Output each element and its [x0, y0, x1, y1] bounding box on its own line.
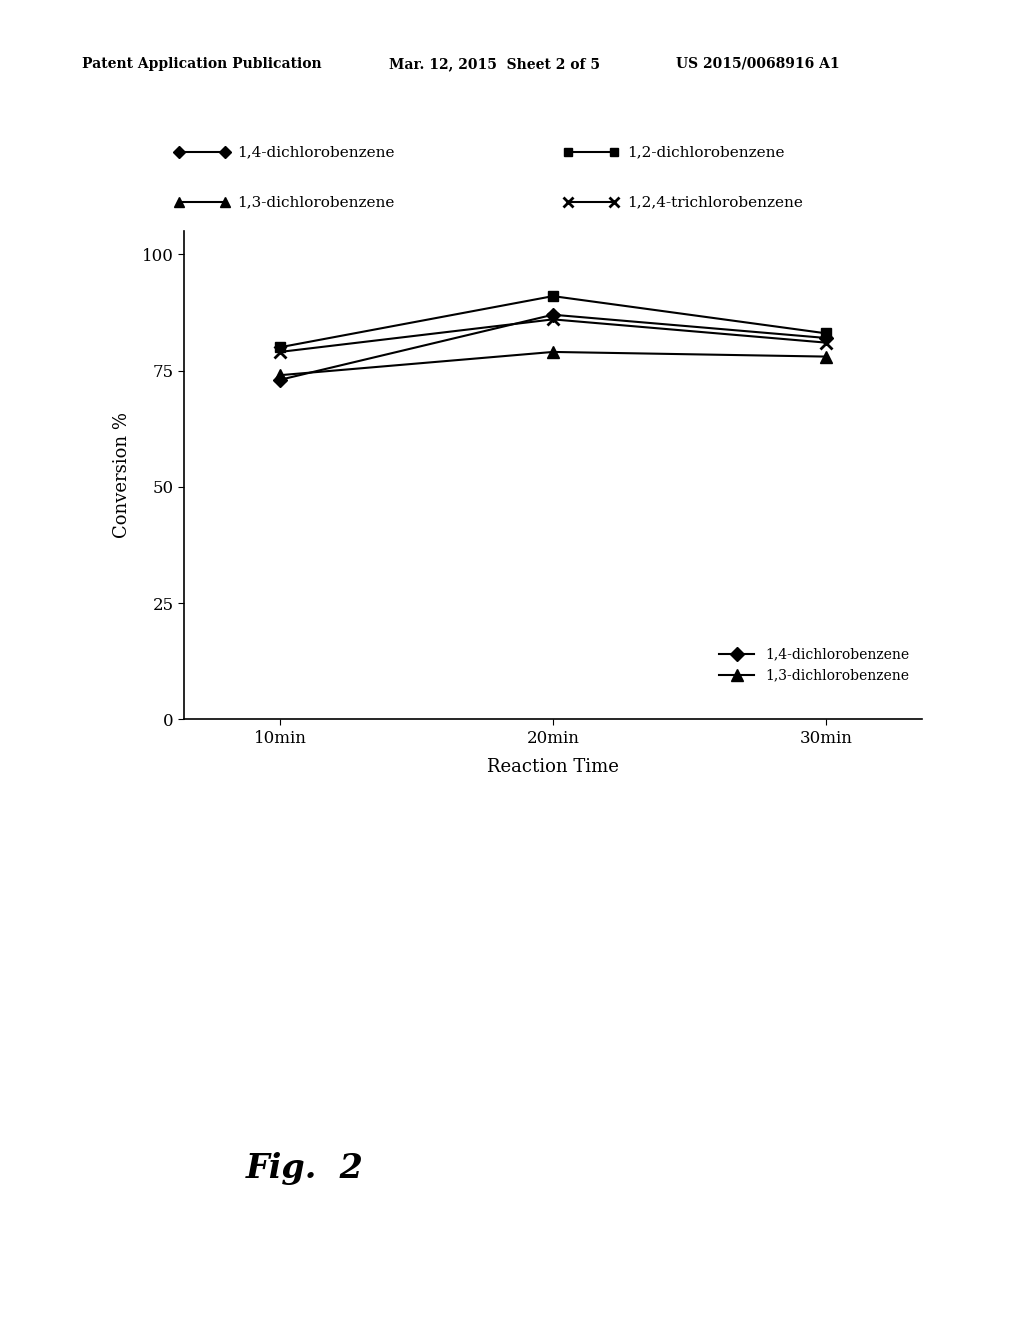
Legend: 1,4-dichlorobenzene, 1,3-dichlorobenzene: 1,4-dichlorobenzene, 1,3-dichlorobenzene: [714, 642, 914, 688]
Text: Patent Application Publication: Patent Application Publication: [82, 57, 322, 71]
Text: 1,2-dichlorobenzene: 1,2-dichlorobenzene: [627, 145, 784, 158]
X-axis label: Reaction Time: Reaction Time: [487, 758, 618, 776]
Text: US 2015/0068916 A1: US 2015/0068916 A1: [676, 57, 840, 71]
Y-axis label: Conversion %: Conversion %: [113, 412, 131, 539]
Text: Fig.  2: Fig. 2: [246, 1151, 364, 1185]
Text: 1,3-dichlorobenzene: 1,3-dichlorobenzene: [238, 195, 395, 209]
Text: Mar. 12, 2015  Sheet 2 of 5: Mar. 12, 2015 Sheet 2 of 5: [389, 57, 600, 71]
Text: 1,2,4-trichlorobenzene: 1,2,4-trichlorobenzene: [627, 195, 803, 209]
Text: 1,4-dichlorobenzene: 1,4-dichlorobenzene: [238, 145, 395, 158]
